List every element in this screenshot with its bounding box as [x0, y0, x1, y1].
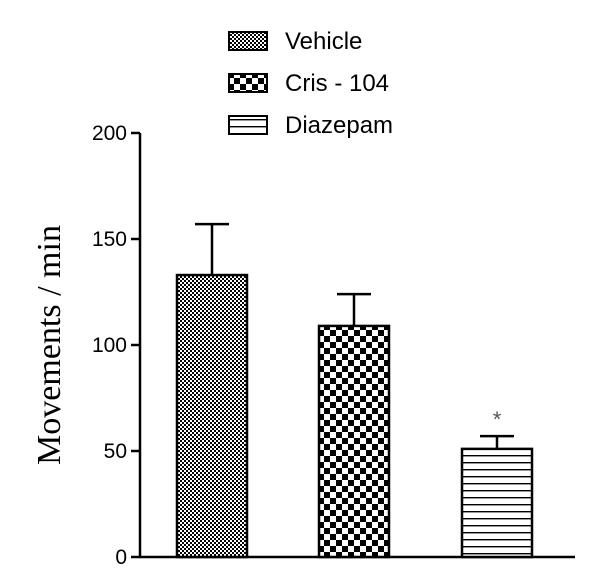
y-tick-label: 50: [104, 440, 127, 463]
legend-swatch: [228, 73, 268, 93]
legend-swatch: [228, 115, 268, 135]
legend-item: Diazepam: [228, 112, 393, 139]
legend-swatch: [228, 31, 268, 51]
legend-item: Vehicle: [228, 28, 362, 55]
y-tick-label: 0: [115, 546, 127, 569]
y-axis-label: Movements / min: [31, 225, 68, 465]
significance-marker: *: [493, 407, 502, 432]
y-tick-label: 150: [92, 228, 127, 251]
y-tick-label: 100: [92, 334, 127, 357]
bars: *: [175, 222, 534, 559]
legend: Vehicle Cris - 104 Diazepam: [228, 28, 393, 139]
legend-label: Vehicle: [285, 28, 362, 55]
legend-item: Cris - 104: [228, 70, 389, 97]
bar-group-3: *: [460, 407, 534, 559]
legend-label: Cris - 104: [285, 70, 389, 97]
bar: [460, 447, 534, 559]
bar-group-2: [317, 292, 391, 559]
bar-group-1: [175, 222, 249, 559]
bar: [317, 324, 391, 559]
bar: [175, 273, 249, 559]
legend-label: Diazepam: [285, 112, 393, 139]
y-tick-label: 200: [92, 122, 127, 145]
